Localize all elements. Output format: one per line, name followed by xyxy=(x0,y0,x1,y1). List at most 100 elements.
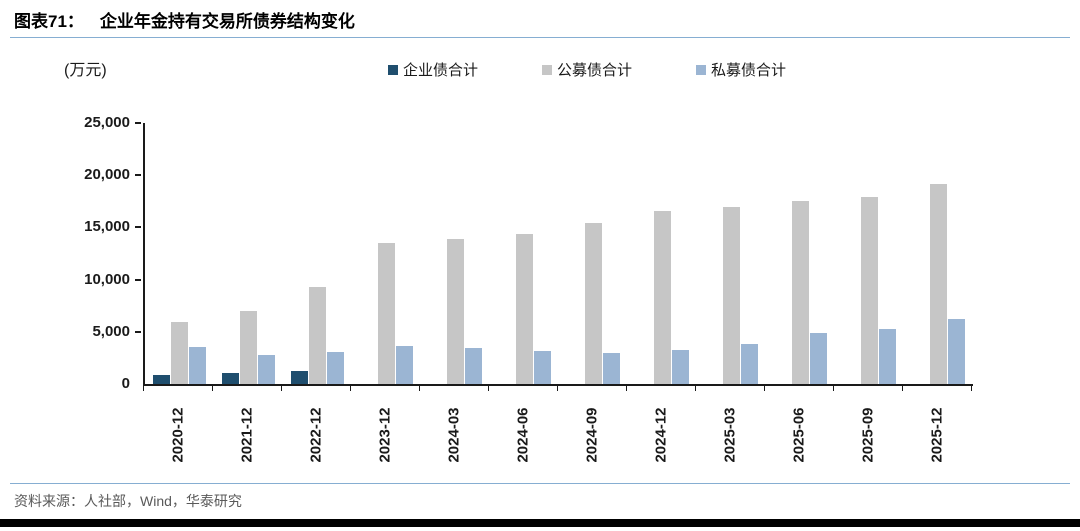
bar-私募债合计-2025-03 xyxy=(741,343,758,384)
bar-group-2024-03 xyxy=(421,123,490,384)
bar-私募债合计-2021-12 xyxy=(258,354,275,384)
footer-divider xyxy=(10,483,1070,484)
bar-私募债合计-2025-06 xyxy=(810,332,827,384)
chart-legend: 企业债合计 公募债合计 私募债合计 xyxy=(388,59,786,80)
x-tick-mark xyxy=(902,384,903,391)
y-tick-mark xyxy=(135,122,141,124)
x-tick-mark xyxy=(557,384,558,391)
x-label-cell: 2024-09 xyxy=(557,392,626,478)
x-tick-mark xyxy=(281,384,282,391)
figure-title: 企业年金持有交易所债券结构变化 xyxy=(99,12,355,31)
bar-group-2023-12 xyxy=(352,123,421,384)
bar-企业债合计-2020-12 xyxy=(153,374,170,384)
bar-私募债合计-2023-12 xyxy=(396,345,413,384)
bar-公募债合计-2025-09 xyxy=(861,197,878,384)
plot-area xyxy=(143,123,973,386)
bottom-rule xyxy=(0,519,1080,527)
y-tick-label: 25,000 xyxy=(84,114,130,131)
bar-group-2022-12 xyxy=(283,123,352,384)
bar-group-2024-12 xyxy=(628,123,697,384)
title-divider xyxy=(10,37,1070,38)
bar-公募债合计-2024-06 xyxy=(516,233,533,384)
x-label-cell: 2025-03 xyxy=(695,392,764,478)
y-tick-label: 10,000 xyxy=(84,270,130,288)
legend-item-2: 私募债合计 xyxy=(696,59,786,80)
bar-group-2025-12 xyxy=(904,123,973,384)
x-tick-mark xyxy=(419,384,420,391)
y-tick-label: 5,000 xyxy=(92,322,130,340)
figure-title-row: 图表71： 企业年金持有交易所债券结构变化 xyxy=(14,7,355,32)
bar-私募债合计-2020-12 xyxy=(189,347,206,384)
x-tick-label: 2025-12 xyxy=(928,407,945,463)
x-tick-label: 2025-09 xyxy=(859,407,876,463)
bar-公募债合计-2024-09 xyxy=(585,223,602,384)
x-tick-mark xyxy=(350,384,351,391)
y-tick-label: 0 xyxy=(121,375,130,392)
x-label-cell: 2024-03 xyxy=(419,392,488,478)
legend-label: 企业债合计 xyxy=(403,62,479,79)
x-tick-label: 2020-12 xyxy=(169,407,186,463)
bar-私募债合计-2024-03 xyxy=(465,347,482,384)
bar-私募债合计-2022-12 xyxy=(327,351,344,384)
bar-私募债合计-2024-09 xyxy=(603,352,620,384)
x-tick-label: 2024-12 xyxy=(652,407,669,463)
x-tick-label: 2025-03 xyxy=(721,407,738,463)
bar-公募债合计-2022-12 xyxy=(309,286,326,384)
x-tick-label: 2024-06 xyxy=(514,407,531,463)
x-label-cell: 2022-12 xyxy=(281,392,350,478)
bar-公募债合计-2023-12 xyxy=(378,243,395,384)
x-tick-mark xyxy=(626,384,627,391)
x-tick-mark xyxy=(833,384,834,391)
x-tick-mark xyxy=(971,384,972,391)
legend-item-1: 公募债合计 xyxy=(542,59,632,80)
y-tick-mark xyxy=(135,278,141,281)
bar-私募债合计-2024-12 xyxy=(672,350,689,384)
source-note: 资料来源：人社部，Wind，华泰研究 xyxy=(14,493,242,509)
bar-group-2021-12 xyxy=(214,123,283,384)
legend-swatch-icon xyxy=(542,64,553,75)
x-label-cell: 2023-12 xyxy=(350,392,419,478)
bar-公募债合计-2025-03 xyxy=(723,206,740,384)
x-tick-mark xyxy=(488,384,489,391)
y-tick-mark xyxy=(135,330,141,333)
y-axis-unit-label: (万元) xyxy=(64,62,107,79)
bar-公募债合计-2024-03 xyxy=(447,238,464,384)
bar-企业债合计-2022-12 xyxy=(291,371,308,384)
x-tick-label: 2021-12 xyxy=(238,407,255,463)
legend-label: 公募债合计 xyxy=(557,62,633,79)
bar-chart xyxy=(143,123,973,386)
x-tick-mark xyxy=(143,384,144,391)
bar-公募债合计-2025-06 xyxy=(792,201,809,384)
bar-公募债合计-2024-12 xyxy=(654,210,671,384)
x-axis-labels: 2020-12 2021-12 2022-12 2023-12 2024-03 2024-… xyxy=(143,392,971,478)
x-tick-label: 2023-12 xyxy=(376,407,393,463)
x-label-cell: 2025-09 xyxy=(833,392,902,478)
bar-group-2024-09 xyxy=(559,123,628,384)
bar-私募债合计-2025-09 xyxy=(879,329,896,384)
bar-group-2025-09 xyxy=(835,123,904,384)
bar-企业债合计-2021-12 xyxy=(222,372,239,384)
x-tick-label: 2024-03 xyxy=(445,407,462,463)
legend-swatch-icon xyxy=(388,64,398,75)
bar-group-2024-06 xyxy=(490,123,559,384)
bar-公募债合计-2020-12 xyxy=(171,322,188,384)
legend-swatch-icon xyxy=(696,64,707,75)
y-tick-label: 15,000 xyxy=(84,218,130,236)
x-tick-label: 2022-12 xyxy=(307,407,324,463)
bar-group-2020-12 xyxy=(145,123,214,384)
y-tick-mark xyxy=(135,174,141,177)
x-label-cell: 2021-12 xyxy=(212,392,281,478)
legend-label: 私募债合计 xyxy=(711,62,787,79)
x-tick-mark xyxy=(764,384,765,391)
y-tick-mark xyxy=(135,226,141,229)
legend-item-0: 企业债合计 xyxy=(388,59,478,80)
y-tick-label: 20,000 xyxy=(84,166,130,184)
bar-group-2025-03 xyxy=(697,123,766,384)
bar-公募债合计-2021-12 xyxy=(240,310,257,384)
bar-私募债合计-2025-12 xyxy=(948,319,965,384)
x-tick-label: 2025-06 xyxy=(790,407,807,463)
x-label-cell: 2025-06 xyxy=(764,392,833,478)
x-label-cell: 2020-12 xyxy=(143,392,212,478)
x-label-cell: 2025-12 xyxy=(902,392,971,478)
